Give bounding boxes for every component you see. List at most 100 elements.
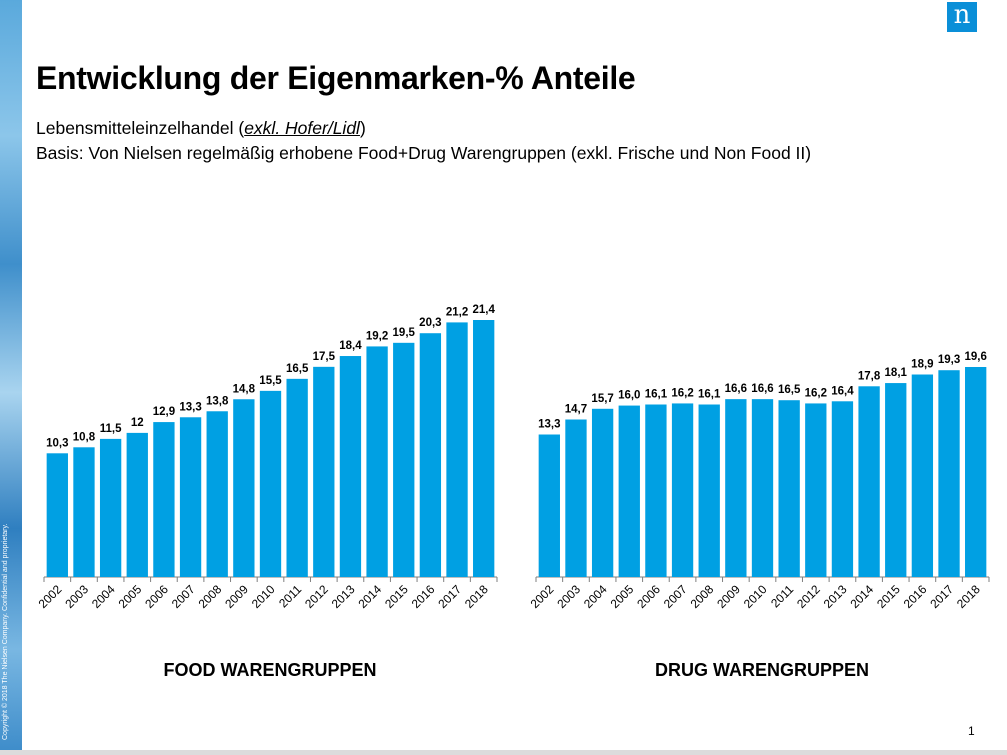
drug-value-label: 14,7 — [565, 404, 587, 416]
food-bar-2005 — [126, 432, 148, 577]
drug-category-label: 2008 — [688, 582, 717, 611]
drug-bar-2002 — [538, 434, 560, 577]
food-bar-2017 — [446, 322, 468, 577]
food-bar-2008 — [206, 411, 228, 577]
drug-value-label: 16,1 — [698, 389, 721, 401]
food-bar-2003 — [73, 447, 95, 577]
food-value-label: 12,9 — [153, 406, 175, 418]
food-value-label: 19,5 — [393, 327, 416, 339]
drug-category-label: 2010 — [741, 582, 770, 611]
drug-value-label: 16,6 — [725, 383, 747, 395]
food-value-label: 18,4 — [339, 340, 362, 352]
drug-value-label: 16,1 — [645, 389, 668, 401]
page-title: Entwicklung der Eigenmarken-% Anteile — [36, 60, 636, 96]
food-value-label: 16,5 — [286, 363, 309, 375]
food-bar-2010 — [259, 390, 282, 577]
food-value-label: 13,3 — [179, 401, 201, 413]
food-value-label: 10,3 — [46, 437, 68, 449]
food-value-label: 13,8 — [206, 395, 229, 407]
drug-value-label: 16,2 — [805, 387, 827, 399]
drug-bar-2016 — [911, 374, 934, 577]
subtitle: Lebensmitteleinzelhandel (exkl. Hofer/Li… — [36, 116, 811, 166]
drug-bar-2018 — [965, 367, 987, 577]
food-bar-2004 — [99, 438, 122, 577]
drug-bar-2013 — [831, 401, 854, 577]
drug-category-label: 2018 — [954, 582, 983, 611]
food-value-label: 20,3 — [419, 317, 441, 329]
drug-category-label: 2012 — [794, 582, 823, 611]
nielsen-logo: n — [947, 2, 977, 32]
drug-category-label: 2003 — [554, 582, 583, 611]
drug-value-label: 16,4 — [831, 385, 854, 397]
drug-bar-2004 — [591, 408, 614, 577]
drug-value-label: 16,5 — [778, 384, 801, 396]
drug-value-label: 16,6 — [751, 383, 773, 395]
food-value-label: 15,5 — [259, 375, 282, 387]
drug-bar-2010 — [751, 399, 774, 577]
drug-value-label: 18,1 — [885, 367, 908, 379]
drug-category-label: 2017 — [927, 582, 956, 611]
food-bar-2009 — [233, 399, 255, 577]
drug-bar-2015 — [885, 383, 907, 577]
drug-bar-2012 — [805, 403, 827, 577]
subtitle-line-1-prefix: Lebensmitteleinzelhandel ( — [36, 118, 245, 138]
food-bar-2012 — [313, 366, 335, 577]
food-chart-title: FOOD WARENGRUPPEN — [163, 660, 377, 680]
food-bar-2013 — [339, 356, 362, 577]
drug-category-label: 2004 — [581, 582, 610, 611]
drug-value-label: 15,7 — [591, 393, 613, 405]
food-value-label: 17,5 — [313, 351, 336, 363]
drug-bar-2003 — [565, 419, 587, 577]
food-value-label: 21,2 — [446, 306, 468, 318]
food-value-label: 21,4 — [472, 304, 495, 316]
drug-category-label: 2013 — [821, 582, 850, 611]
drug-bar-2017 — [938, 370, 960, 577]
drug-bar-2008 — [698, 404, 720, 577]
drug-value-label: 17,8 — [858, 370, 881, 382]
food-bar-2014 — [366, 346, 388, 577]
drug-category-label: 2005 — [608, 582, 637, 611]
drug-category-label: 2009 — [714, 582, 743, 611]
drug-bar-2014 — [858, 386, 880, 577]
subtitle-line-1: Lebensmitteleinzelhandel (exkl. Hofer/Li… — [36, 116, 811, 141]
drug-value-label: 19,3 — [938, 354, 960, 366]
drug-category-label: 2014 — [847, 582, 876, 611]
subtitle-line-2: Basis: Von Nielsen regelmäßig erhobene F… — [36, 143, 812, 163]
drug-bar-2007 — [671, 403, 694, 577]
subtitle-line-1-emphasis: exkl. Hofer/Lidl — [244, 118, 360, 138]
food-bar-2007 — [179, 417, 202, 577]
food-value-label: 14,8 — [233, 383, 256, 395]
food-bar-2015 — [393, 342, 415, 577]
drug-category-label: 2015 — [874, 582, 903, 611]
drug-chart-title: DRUG WARENGRUPPEN — [654, 660, 869, 680]
food-value-label: 12 — [131, 417, 144, 429]
bottom-bar — [0, 750, 1007, 755]
food-bar-2016 — [419, 333, 442, 577]
drug-category-label: 2011 — [768, 582, 796, 610]
food-value-label: 11,5 — [100, 423, 122, 435]
drug-category-label: 2002 — [528, 582, 557, 611]
food-bar-2018 — [473, 320, 495, 577]
drug-bar-2009 — [725, 399, 747, 577]
subtitle-line-1-suffix: ) — [359, 118, 366, 138]
page-number: 1 — [968, 724, 975, 738]
drug-bar-2006 — [645, 404, 667, 577]
drug-value-label: 13,3 — [538, 419, 560, 431]
food-bar-2011 — [286, 378, 308, 577]
drug-bar-2005 — [618, 405, 640, 577]
drug-value-label: 16,2 — [671, 387, 693, 399]
food-bar-2002 — [46, 453, 68, 577]
decorative-left-band: Copyright © 2018 The Nielsen Company. Co… — [0, 0, 22, 755]
food-bar-2006 — [153, 422, 175, 577]
drug-value-label: 18,9 — [911, 359, 933, 371]
drug-bar-2011 — [778, 400, 800, 577]
food-value-label: 19,2 — [366, 330, 388, 342]
drug-category-label: 2006 — [634, 582, 663, 611]
drug-value-label: 19,6 — [964, 351, 986, 363]
food-value-label: 10,8 — [73, 431, 96, 443]
drug-category-label: 2016 — [901, 582, 930, 611]
drug-value-label: 16,0 — [618, 390, 640, 402]
drug-category-label: 2007 — [661, 582, 690, 611]
